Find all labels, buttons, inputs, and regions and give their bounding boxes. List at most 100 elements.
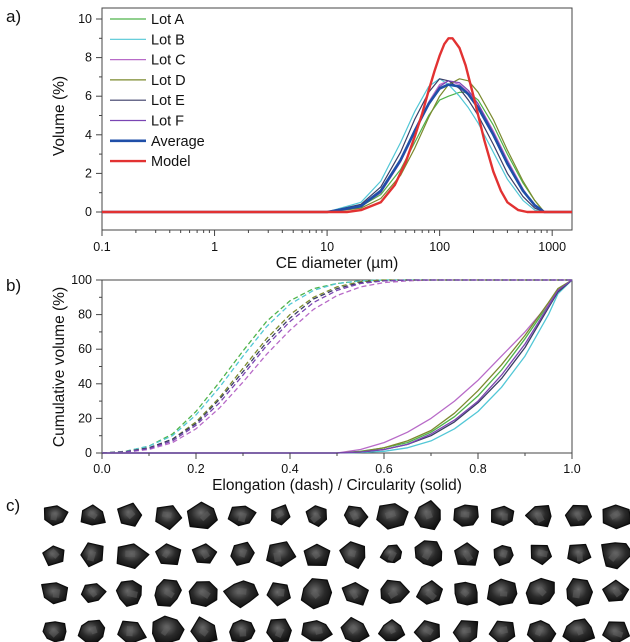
particle-image <box>154 578 182 607</box>
particle-facet <box>501 513 508 521</box>
particle-image <box>416 580 443 605</box>
chart-a-xtick-label: 1 <box>211 240 218 254</box>
chart-b-circularity-lot-f <box>102 279 573 454</box>
chart-a-ytick-label: 4 <box>85 128 92 142</box>
chart-b-xtick-label: 0.8 <box>469 462 486 476</box>
particle-image <box>414 540 443 567</box>
legend-label: Lot D <box>151 73 186 89</box>
particle-facet <box>422 625 434 636</box>
panel-label-b: b) <box>6 276 21 295</box>
particle-image <box>491 505 515 527</box>
particle-facet <box>460 588 470 598</box>
particle-image <box>80 583 107 604</box>
particle-facet <box>125 550 136 557</box>
particle-image <box>413 620 440 642</box>
particle-image <box>602 621 630 642</box>
chart-a-ytick-label: 2 <box>85 166 92 180</box>
particle-facet <box>314 626 323 635</box>
particle-facet <box>87 510 98 520</box>
particle-image <box>230 541 255 566</box>
chart-a-frame <box>101 7 573 231</box>
chart-a-series-average <box>102 83 572 214</box>
particle-image <box>191 543 218 564</box>
particle-image <box>493 544 514 567</box>
particle-facet <box>200 549 211 560</box>
particle-image <box>80 504 106 526</box>
chart-b-elongation-lot-a <box>101 279 572 454</box>
chart-b-xtick-label: 1.0 <box>563 462 580 476</box>
particle-facet <box>274 626 285 638</box>
particle-facet <box>576 551 583 562</box>
particle-image-grid <box>41 500 630 642</box>
chart-b-elongation-lot-b <box>101 279 572 454</box>
particle-image <box>454 542 479 566</box>
particle-image <box>530 544 553 566</box>
chart-b-elongation-lot-e <box>101 279 572 454</box>
particle-image <box>414 500 441 531</box>
particle-shape <box>266 541 297 567</box>
particle-facet <box>274 510 285 519</box>
particle-image <box>266 618 292 642</box>
particle-image <box>190 616 218 642</box>
particle-facet <box>310 512 322 524</box>
particle-image <box>186 501 218 530</box>
particle-image <box>567 543 592 565</box>
particle-image <box>453 504 479 527</box>
chart-b-ytick-label: 0 <box>85 446 92 460</box>
chart-a-ytick-label: 10 <box>78 12 92 26</box>
particle-facet <box>384 510 397 519</box>
particle-image <box>77 619 106 642</box>
particle-facet <box>198 588 211 599</box>
chart-a-legend: Lot A Lot B Lot C Lot D Lot E Lot F Average Mod… <box>110 12 205 170</box>
particle-facet <box>460 511 470 518</box>
particle-facet <box>499 549 508 558</box>
legend-label: Model <box>151 154 191 170</box>
chart-b-xtick-label: 0.2 <box>187 462 204 476</box>
particle-facet <box>612 629 624 638</box>
legend-label: Lot B <box>151 32 185 48</box>
chart-a-series-lot-b <box>102 78 572 213</box>
chart-b-elongation-lot-c <box>101 279 572 454</box>
particle-facet <box>237 511 247 523</box>
chart-a-xtick-label: 100 <box>429 240 450 254</box>
particle-facet <box>163 588 175 599</box>
particle-image <box>566 577 594 607</box>
particle-image <box>43 505 69 527</box>
particle-image <box>488 620 516 642</box>
chart-b-elongation-lot-d <box>101 279 572 454</box>
chart-b-circularity-lot-a <box>102 279 573 454</box>
particle-facet <box>89 625 98 635</box>
particle-facet <box>421 548 433 561</box>
particle-facet <box>50 512 58 521</box>
panel-label-a: a) <box>6 7 21 26</box>
particle-image <box>152 615 185 642</box>
particle-image <box>117 502 143 527</box>
chart-b-ytick-label: 100 <box>71 273 92 287</box>
particle-facet <box>277 588 285 597</box>
particle-image <box>526 620 557 642</box>
particle-facet <box>575 626 584 636</box>
particle-image <box>80 542 104 568</box>
particle-image <box>42 621 67 642</box>
particle-image <box>486 578 518 606</box>
particle-facet <box>125 509 136 520</box>
particle-image <box>116 543 150 570</box>
particle-image <box>379 544 403 564</box>
particle-image <box>525 577 555 606</box>
particle-facet <box>462 550 474 563</box>
particle-image <box>229 619 256 642</box>
particle-image <box>380 579 410 605</box>
chart-b-circularity-lot-d <box>102 279 573 454</box>
chart-a-xtick-label: 1000 <box>538 240 566 254</box>
particle-facet <box>425 589 437 601</box>
particle-facet <box>126 589 138 599</box>
particle-facet <box>499 591 508 597</box>
particle-image <box>602 504 630 530</box>
particle-facet <box>49 548 60 559</box>
particle-facet <box>388 625 396 635</box>
chart-b-ytick-label: 40 <box>78 377 92 391</box>
legend-label: Lot E <box>151 93 185 109</box>
chart-b-xtick-label: 0.0 <box>93 462 110 476</box>
particle-image <box>303 543 331 567</box>
